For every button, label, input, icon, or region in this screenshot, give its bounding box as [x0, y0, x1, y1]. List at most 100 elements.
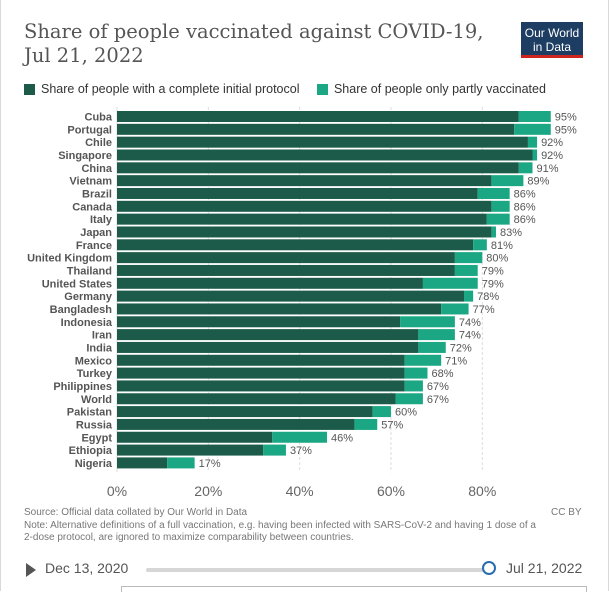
bar-partial-portugal: [514, 123, 551, 135]
category-label-iran: Iran: [92, 330, 112, 342]
bar-complete-italy: [117, 213, 487, 225]
category-label-indonesia: Indonesia: [61, 317, 113, 329]
timeline-track[interactable]: [146, 568, 489, 572]
bar-complete-russia: [117, 418, 355, 430]
category-label-cuba: Cuba: [85, 112, 113, 124]
category-label-singapore: Singapore: [58, 150, 112, 162]
category-label-bangladesh: Bangladesh: [50, 304, 113, 316]
bar-partial-brazil: [477, 187, 510, 199]
total-label-turkey: 68%: [431, 368, 453, 380]
total-label-chile: 92%: [541, 137, 563, 149]
play-icon[interactable]: [26, 563, 36, 577]
total-label-nigeria: 17%: [199, 458, 221, 470]
chart-title: Share of people vaccinated against COVID…: [24, 20, 484, 67]
total-label-world: 67%: [427, 394, 449, 406]
bar-partial-indonesia: [400, 316, 455, 328]
bar-complete-philippines: [117, 380, 405, 392]
category-label-russia: Russia: [76, 419, 113, 431]
total-label-china: 91%: [537, 163, 559, 175]
category-label-germany: Germany: [64, 291, 113, 303]
legend-item-complete[interactable]: Share of people with a complete initial …: [24, 82, 299, 96]
bar-partial-vietnam: [491, 175, 524, 187]
total-label-vietnam: 89%: [527, 176, 549, 188]
x-tick-label-40: 40%: [286, 483, 314, 499]
x-tick-label-20: 20%: [194, 483, 222, 499]
bar-complete-germany: [117, 290, 465, 302]
bar-complete-india: [117, 341, 419, 353]
note-text: Note: Alternative definitions of a full …: [24, 519, 536, 544]
total-label-cuba: 95%: [555, 112, 577, 124]
category-label-ethiopia: Ethiopia: [69, 445, 113, 457]
total-label-canada: 86%: [514, 201, 536, 213]
total-label-germany: 78%: [477, 291, 499, 303]
legend-label-partial: Share of people only partly vaccinated: [333, 82, 546, 96]
bar-complete-portugal: [117, 123, 515, 135]
bar-chart: 0% 20% 40% 60% 80% Cuba 95% Portugal 95% Chile 92%…: [27, 107, 577, 499]
bar-partial-russia: [354, 418, 378, 430]
bar-partial-singapore: [532, 149, 538, 161]
timeline: Dec 13, 2020 Jul 21, 2022: [0, 556, 609, 584]
bar-complete-brazil: [117, 187, 478, 199]
legend-swatch-complete: [24, 83, 35, 95]
bar-complete-nigeria: [117, 457, 168, 469]
legend-swatch-partial: [316, 83, 328, 95]
x-tick-label-60: 60%: [377, 483, 405, 499]
total-label-bangladesh: 77%: [473, 304, 495, 316]
category-label-philippines: Philippines: [53, 381, 112, 393]
total-label-singapore: 92%: [541, 150, 563, 162]
x-tick-label-80: 80%: [468, 483, 496, 499]
bar-complete-mexico: [117, 354, 405, 366]
total-label-brazil: 86%: [514, 188, 536, 200]
frame-left-border: [0, 0, 1, 591]
bar-complete-indonesia: [117, 316, 401, 328]
bar-partial-united-kingdom: [454, 252, 483, 264]
bar-complete-thailand: [117, 264, 455, 276]
timeline-end-date[interactable]: Jul 21, 2022: [506, 560, 583, 576]
category-label-japan: Japan: [80, 227, 112, 239]
timeline-start-date[interactable]: Dec 13, 2020: [45, 560, 129, 576]
chart-footer: Source: Official data collated by Our Wo…: [24, 507, 544, 545]
total-label-italy: 86%: [514, 214, 536, 226]
timeline-thumb[interactable]: [482, 561, 496, 575]
category-label-thailand: Thailand: [67, 265, 112, 277]
bar-partial-japan: [491, 226, 496, 238]
legend-item-partial[interactable]: Share of people only partly vaccinated: [316, 82, 546, 96]
total-label-japan: 83%: [500, 227, 522, 239]
bar-partial-philippines: [404, 380, 423, 392]
bar-partial-china: [518, 162, 533, 174]
total-label-pakistan: 60%: [395, 407, 417, 419]
bar-complete-china: [117, 162, 519, 174]
bar-complete-bangladesh: [117, 303, 442, 315]
total-label-russia: 57%: [381, 419, 403, 431]
category-label-pakistan: Pakistan: [67, 407, 113, 419]
legend: Share of people with a complete initial …: [24, 82, 560, 98]
total-label-united-states: 79%: [482, 278, 504, 290]
total-label-ethiopia: 37%: [290, 445, 312, 457]
bar-partial-cuba: [518, 111, 551, 122]
category-label-united-states: United States: [42, 278, 112, 290]
bar-partial-united-states: [422, 277, 478, 289]
category-label-france: France: [76, 240, 112, 252]
category-label-chile: Chile: [85, 137, 112, 149]
logo-line-1: Our World: [524, 26, 580, 40]
category-label-united-kingdom: United Kingdom: [27, 253, 112, 265]
total-label-united-kingdom: 80%: [486, 253, 508, 265]
category-label-italy: Italy: [90, 214, 113, 226]
bar-complete-chile: [117, 136, 528, 148]
category-label-nigeria: Nigeria: [75, 458, 113, 470]
source-text: Source: Official data collated by Our Wo…: [24, 507, 248, 518]
bar-partial-turkey: [404, 367, 428, 379]
bar-complete-cuba: [117, 111, 519, 122]
category-label-mexico: Mexico: [75, 355, 113, 367]
bar-partial-pakistan: [372, 406, 391, 418]
category-label-egypt: Egypt: [81, 432, 112, 444]
owid-logo[interactable]: Our World in Data: [521, 22, 583, 58]
bar-complete-turkey: [117, 367, 405, 379]
category-label-brazil: Brazil: [82, 188, 112, 200]
bottom-tab-bar: [121, 586, 587, 592]
logo-accent-bar: [521, 55, 583, 58]
total-label-mexico: 71%: [445, 355, 467, 367]
total-label-france: 81%: [491, 240, 513, 252]
license-link[interactable]: CC BY: [551, 507, 582, 518]
bar-partial-bangladesh: [441, 303, 469, 315]
